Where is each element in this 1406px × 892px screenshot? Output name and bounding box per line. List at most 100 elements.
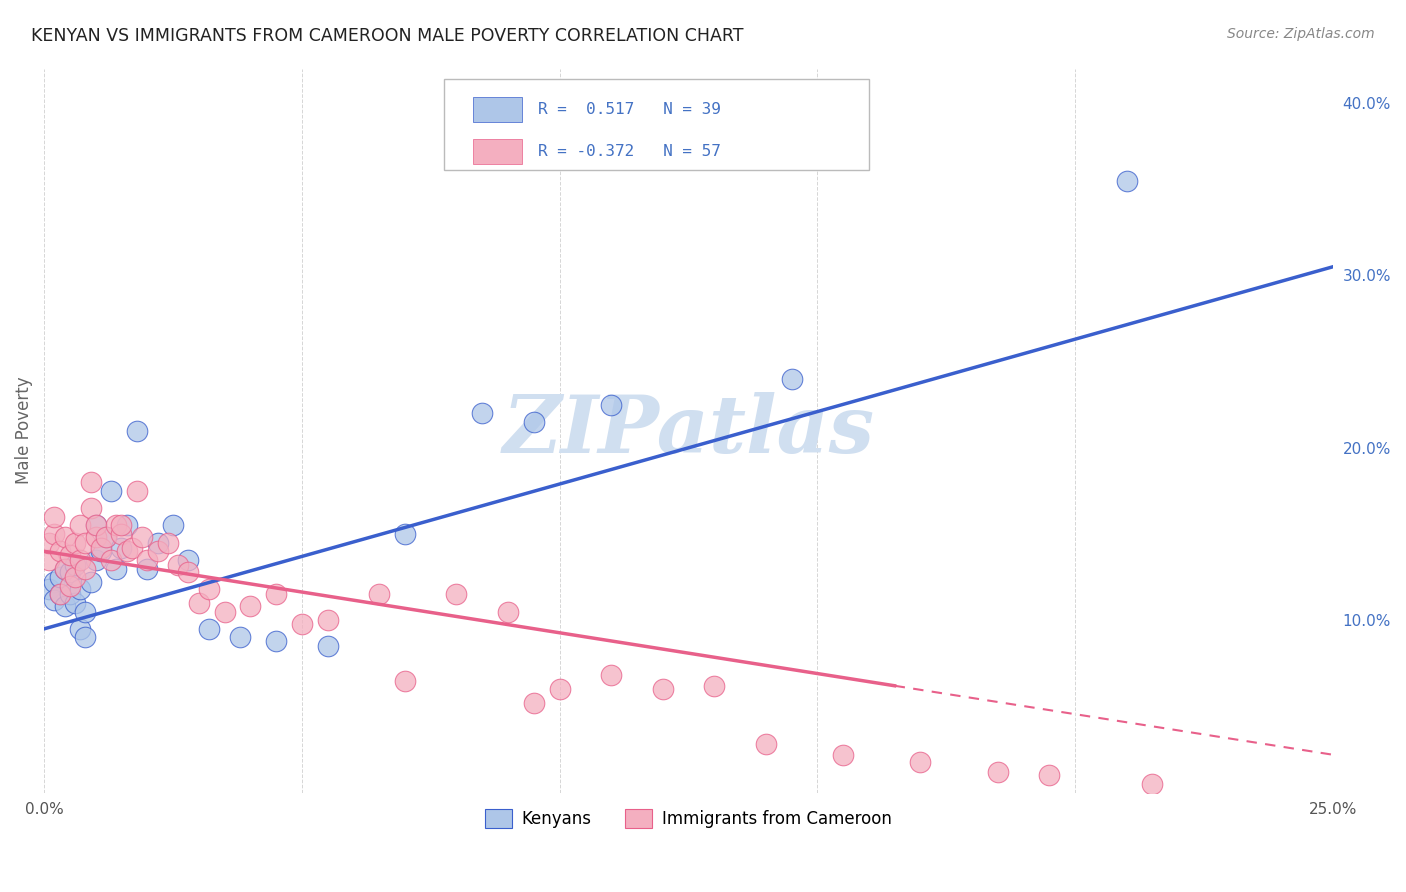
- Point: [44, 592, 66, 607]
- Point: [1142, 777, 1164, 791]
- Point: [38, 582, 60, 597]
- Point: [264, 634, 287, 648]
- Point: [1115, 173, 1137, 187]
- Point: [167, 558, 190, 572]
- Point: [105, 561, 128, 575]
- Point: [987, 764, 1010, 779]
- Legend: Kenyans, Immigrants from Cameroon: Kenyans, Immigrants from Cameroon: [478, 803, 898, 835]
- Bar: [474, 97, 522, 122]
- Point: [198, 582, 221, 597]
- Point: [44, 527, 66, 541]
- Point: [115, 518, 138, 533]
- Point: [90, 541, 112, 555]
- Point: [75, 631, 97, 645]
- Point: [316, 639, 339, 653]
- Point: [394, 673, 416, 688]
- Text: R = -0.372   N = 57: R = -0.372 N = 57: [537, 144, 720, 159]
- Point: [651, 682, 673, 697]
- Point: [59, 548, 82, 562]
- Point: [780, 372, 803, 386]
- Point: [90, 544, 112, 558]
- Point: [69, 518, 91, 533]
- Point: [131, 531, 153, 545]
- Point: [156, 535, 179, 549]
- Point: [84, 518, 107, 533]
- Point: [110, 541, 132, 555]
- Point: [63, 535, 86, 549]
- Point: [910, 755, 932, 769]
- Point: [48, 570, 70, 584]
- Point: [146, 535, 169, 549]
- Point: [53, 599, 76, 614]
- Point: [84, 518, 107, 533]
- Text: ZIPatlas: ZIPatlas: [502, 392, 875, 469]
- Text: Source: ZipAtlas.com: Source: ZipAtlas.com: [1227, 27, 1375, 41]
- Point: [523, 415, 546, 429]
- Point: [53, 561, 76, 575]
- Point: [264, 587, 287, 601]
- Point: [59, 587, 82, 601]
- Point: [832, 747, 855, 762]
- Point: [44, 509, 66, 524]
- Point: [703, 679, 725, 693]
- Point: [471, 406, 494, 420]
- Point: [38, 535, 60, 549]
- Point: [69, 553, 91, 567]
- Point: [38, 553, 60, 567]
- Y-axis label: Male Poverty: Male Poverty: [15, 376, 32, 484]
- Point: [84, 553, 107, 567]
- Point: [136, 553, 159, 567]
- Point: [105, 518, 128, 533]
- Point: [48, 587, 70, 601]
- Point: [394, 527, 416, 541]
- Point: [600, 398, 623, 412]
- Point: [53, 531, 76, 545]
- Point: [1038, 768, 1060, 782]
- Point: [63, 596, 86, 610]
- Point: [48, 587, 70, 601]
- Point: [125, 424, 148, 438]
- Point: [69, 622, 91, 636]
- Point: [75, 561, 97, 575]
- Point: [496, 605, 519, 619]
- Point: [48, 544, 70, 558]
- Text: KENYAN VS IMMIGRANTS FROM CAMEROON MALE POVERTY CORRELATION CHART: KENYAN VS IMMIGRANTS FROM CAMEROON MALE …: [31, 27, 744, 45]
- Point: [446, 587, 468, 601]
- Point: [136, 561, 159, 575]
- Point: [75, 605, 97, 619]
- Point: [63, 570, 86, 584]
- Point: [84, 531, 107, 545]
- Point: [229, 631, 252, 645]
- Point: [69, 582, 91, 597]
- Point: [44, 575, 66, 590]
- Point: [600, 668, 623, 682]
- Point: [121, 541, 143, 555]
- Bar: [474, 139, 522, 164]
- Point: [79, 475, 101, 490]
- Point: [115, 544, 138, 558]
- Point: [198, 622, 221, 636]
- Text: R =  0.517   N = 39: R = 0.517 N = 39: [537, 103, 720, 117]
- Point: [146, 544, 169, 558]
- Point: [177, 553, 200, 567]
- Point: [368, 587, 391, 601]
- Point: [755, 738, 778, 752]
- Point: [94, 531, 117, 545]
- Point: [53, 561, 76, 575]
- Point: [100, 483, 122, 498]
- Point: [63, 558, 86, 572]
- Point: [125, 483, 148, 498]
- Point: [59, 579, 82, 593]
- Point: [291, 616, 314, 631]
- Point: [59, 565, 82, 579]
- Point: [110, 518, 132, 533]
- Point: [548, 682, 571, 697]
- Point: [239, 599, 262, 614]
- Point: [79, 501, 101, 516]
- Point: [75, 535, 97, 549]
- Point: [316, 613, 339, 627]
- Point: [187, 596, 209, 610]
- Point: [523, 696, 546, 710]
- Point: [100, 553, 122, 567]
- Point: [214, 605, 236, 619]
